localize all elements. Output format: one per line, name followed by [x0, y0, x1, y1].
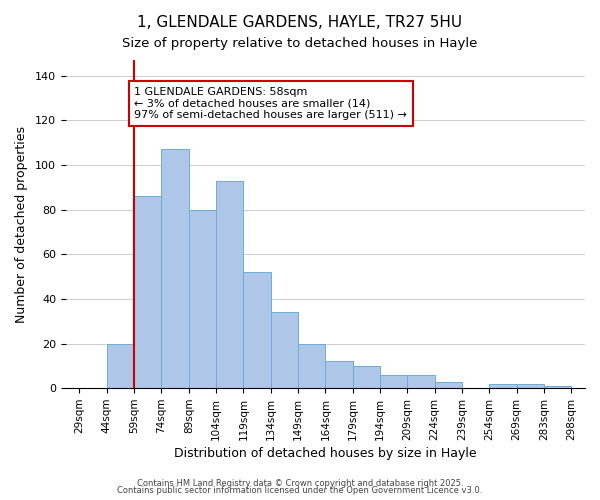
Bar [216, 180, 244, 388]
Bar [380, 375, 407, 388]
Y-axis label: Number of detached properties: Number of detached properties [15, 126, 28, 322]
Bar [244, 272, 271, 388]
Text: 1, GLENDALE GARDENS, HAYLE, TR27 5HU: 1, GLENDALE GARDENS, HAYLE, TR27 5HU [137, 15, 463, 30]
Bar [107, 344, 134, 388]
Bar [161, 150, 189, 388]
Text: Contains HM Land Registry data © Crown copyright and database right 2025.: Contains HM Land Registry data © Crown c… [137, 478, 463, 488]
Bar [134, 196, 161, 388]
Bar [189, 210, 216, 388]
Bar [407, 375, 435, 388]
Bar [544, 386, 571, 388]
Text: Size of property relative to detached houses in Hayle: Size of property relative to detached ho… [122, 38, 478, 51]
Bar [353, 366, 380, 388]
Bar [490, 384, 517, 388]
Bar [435, 382, 462, 388]
Bar [325, 362, 353, 388]
Bar [517, 384, 544, 388]
Bar [271, 312, 298, 388]
X-axis label: Distribution of detached houses by size in Hayle: Distribution of detached houses by size … [174, 447, 477, 460]
Bar [298, 344, 325, 388]
Text: 1 GLENDALE GARDENS: 58sqm
← 3% of detached houses are smaller (14)
97% of semi-d: 1 GLENDALE GARDENS: 58sqm ← 3% of detach… [134, 87, 407, 120]
Text: Contains public sector information licensed under the Open Government Licence v3: Contains public sector information licen… [118, 486, 482, 495]
